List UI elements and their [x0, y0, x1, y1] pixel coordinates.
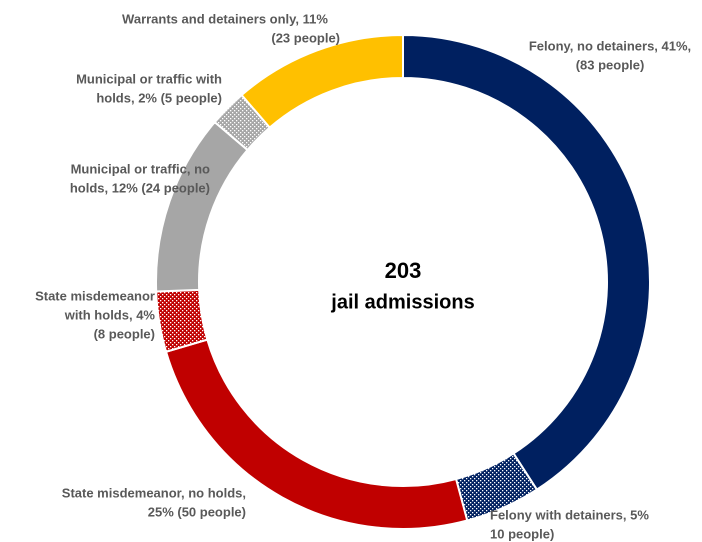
data-label: Felony with detainers, 5%: [490, 507, 649, 522]
data-label: State misdemeanor: [35, 288, 155, 303]
donut-segment: [240, 33, 404, 129]
data-label: Municipal or traffic with: [76, 71, 222, 86]
donut-segment: [164, 338, 469, 530]
data-label: (83 people): [576, 57, 645, 72]
donut-segment: [155, 120, 249, 293]
data-label: Warrants and detainers only, 11%: [122, 11, 328, 26]
donut-segment: [155, 288, 209, 353]
data-label: State misdemeanor, no holds,: [62, 485, 246, 500]
data-label: holds, 12% (24 people): [70, 180, 210, 195]
data-label: Felony, no detainers, 41%,: [529, 38, 691, 53]
data-label: (8 people): [94, 326, 155, 341]
data-label: 25% (50 people): [148, 504, 246, 519]
data-label: holds, 2% (5 people): [96, 90, 222, 105]
center-label: jail admissions: [330, 291, 474, 313]
center-value: 203: [385, 258, 422, 283]
data-label: with holds, 4%: [64, 307, 156, 322]
data-label: (23 people): [271, 30, 340, 45]
data-label: Municipal or traffic, no: [71, 161, 210, 176]
data-label: 10 people): [490, 526, 554, 541]
donut-segment: [402, 33, 652, 491]
